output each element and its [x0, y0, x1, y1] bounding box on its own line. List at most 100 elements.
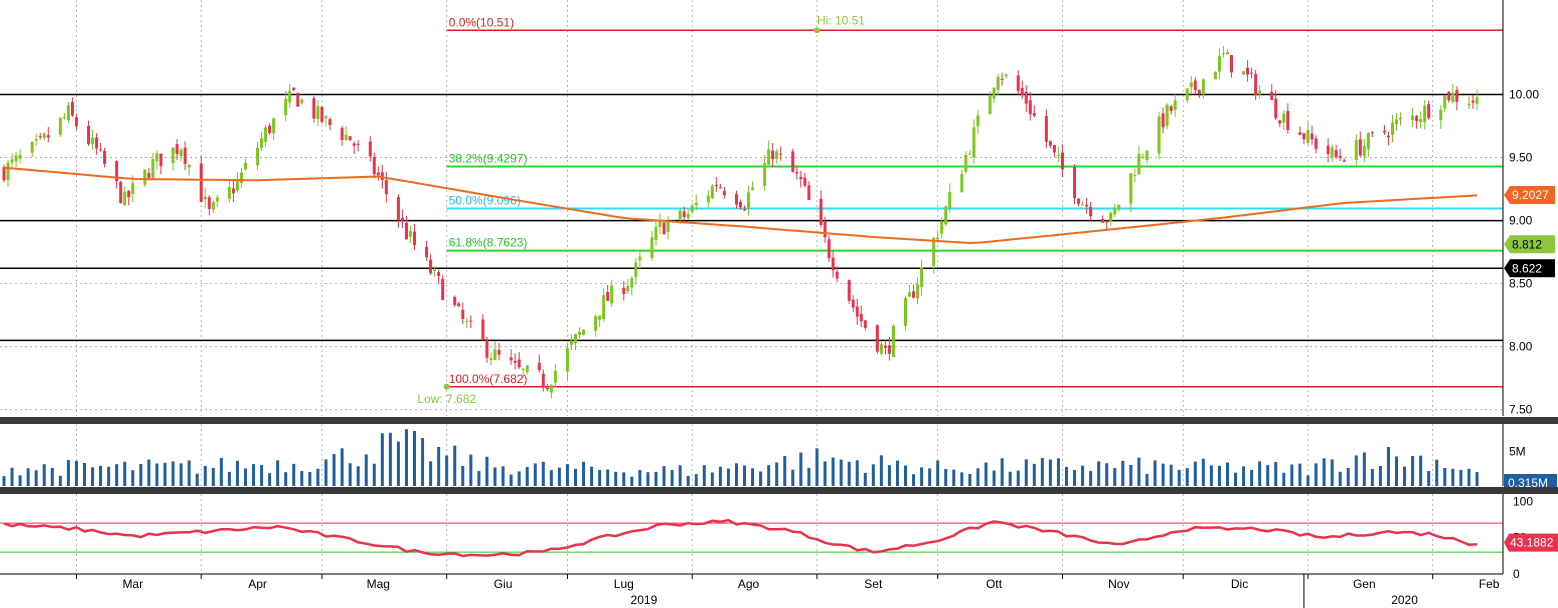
candle-body [264, 127, 268, 142]
volume-bar [1064, 466, 1068, 486]
volume-bar [598, 469, 602, 486]
candle-body [115, 161, 119, 182]
candle-body [1077, 198, 1081, 204]
candle-body [1109, 212, 1113, 222]
candle-body [1161, 113, 1165, 128]
volume-bar [1403, 466, 1407, 486]
volume-bar [42, 464, 46, 486]
panel-resize-handle[interactable] [0, 417, 1558, 424]
volume-bar [622, 472, 626, 486]
volume-bar [388, 432, 392, 486]
volume-bar [115, 464, 119, 486]
volume-bar [968, 474, 972, 486]
candle-body [469, 320, 473, 322]
volume-bar [1451, 468, 1455, 486]
candle-body [1073, 167, 1077, 199]
candle-body [666, 221, 670, 232]
candle-body [622, 287, 626, 294]
volume-bar [976, 468, 980, 486]
volume-bar [1161, 463, 1165, 486]
candle-body [626, 285, 630, 292]
volume-bar [284, 472, 288, 486]
candle-body [634, 262, 638, 277]
candle-body [465, 320, 469, 322]
rsi-badge-shape [1504, 533, 1558, 552]
candle-body [1254, 74, 1258, 96]
volume-bar [1113, 468, 1117, 486]
volume-bar [18, 475, 22, 486]
volume-bar [1346, 467, 1350, 486]
volume-bar [638, 470, 642, 486]
volume-bar [324, 459, 328, 486]
candle-body [1455, 90, 1459, 102]
candle-body [1447, 91, 1451, 101]
volume-bar [614, 471, 618, 486]
candle-body [545, 387, 549, 390]
candle-body [807, 185, 811, 200]
month-label: Ago [738, 577, 760, 591]
candle-body [509, 357, 513, 361]
panel-resize-handle[interactable] [0, 487, 1558, 494]
candle-body [18, 154, 22, 159]
candle-body [99, 149, 103, 151]
volume-bar [404, 429, 408, 486]
volume-bar [1097, 461, 1101, 486]
volume-bar [1435, 459, 1439, 486]
volume-bar [1089, 470, 1093, 486]
volume-bar [549, 470, 553, 486]
candle-body [58, 117, 62, 135]
volume-bar [984, 462, 988, 486]
volume-bar [1306, 475, 1310, 486]
candle-body [1101, 219, 1105, 223]
price-tick-label: 8.00 [1509, 340, 1533, 354]
candle-body [1330, 147, 1334, 158]
volume-bar [356, 466, 360, 486]
candle-body [553, 370, 557, 383]
volume-bar [66, 460, 70, 486]
volume-bar [308, 472, 312, 486]
candle-body [795, 172, 799, 174]
candle-body [155, 153, 159, 162]
volume-bar [895, 460, 899, 486]
candle-body [272, 118, 276, 134]
volume-bar [992, 470, 996, 486]
candle-body [630, 278, 634, 288]
volume-bar [887, 465, 891, 486]
volume-bar [1137, 457, 1141, 486]
volume-bar [944, 468, 948, 486]
volume-bar [1121, 460, 1125, 486]
candle-body [682, 211, 686, 217]
candle-body [348, 136, 352, 141]
candle-body [143, 169, 147, 185]
candle-body [662, 222, 666, 235]
candle-body [565, 348, 569, 372]
candle-body [1085, 204, 1089, 207]
volume-bar [260, 465, 264, 486]
candle-body [199, 163, 203, 202]
volume-tick-label: 5M [1509, 445, 1526, 459]
candle-body [743, 209, 747, 211]
candle-body [1467, 103, 1471, 106]
volume-bar [678, 465, 682, 486]
candle-body [823, 221, 827, 238]
rsi-panel: 05010043.1882 [0, 494, 1558, 581]
candle-body [992, 87, 996, 99]
candle-body [400, 218, 404, 221]
candle-body [690, 205, 694, 212]
volume-bar [871, 464, 875, 486]
rsi-line [3, 518, 1478, 558]
candle-body [606, 292, 610, 301]
panel-dividers[interactable] [0, 0, 1558, 574]
volume-bar [91, 467, 95, 486]
volume-bar [171, 461, 175, 486]
candle-body [159, 153, 163, 167]
price-badge-label: 9.2027 [1512, 188, 1549, 202]
candle-body [883, 345, 887, 348]
candle-body [710, 185, 714, 199]
volume-bar [1048, 459, 1052, 486]
candle-body [131, 183, 135, 195]
volume-bar [815, 448, 819, 486]
candle-body [1419, 119, 1423, 123]
candle-body [1370, 132, 1374, 134]
price-badge-shape [1504, 259, 1555, 278]
